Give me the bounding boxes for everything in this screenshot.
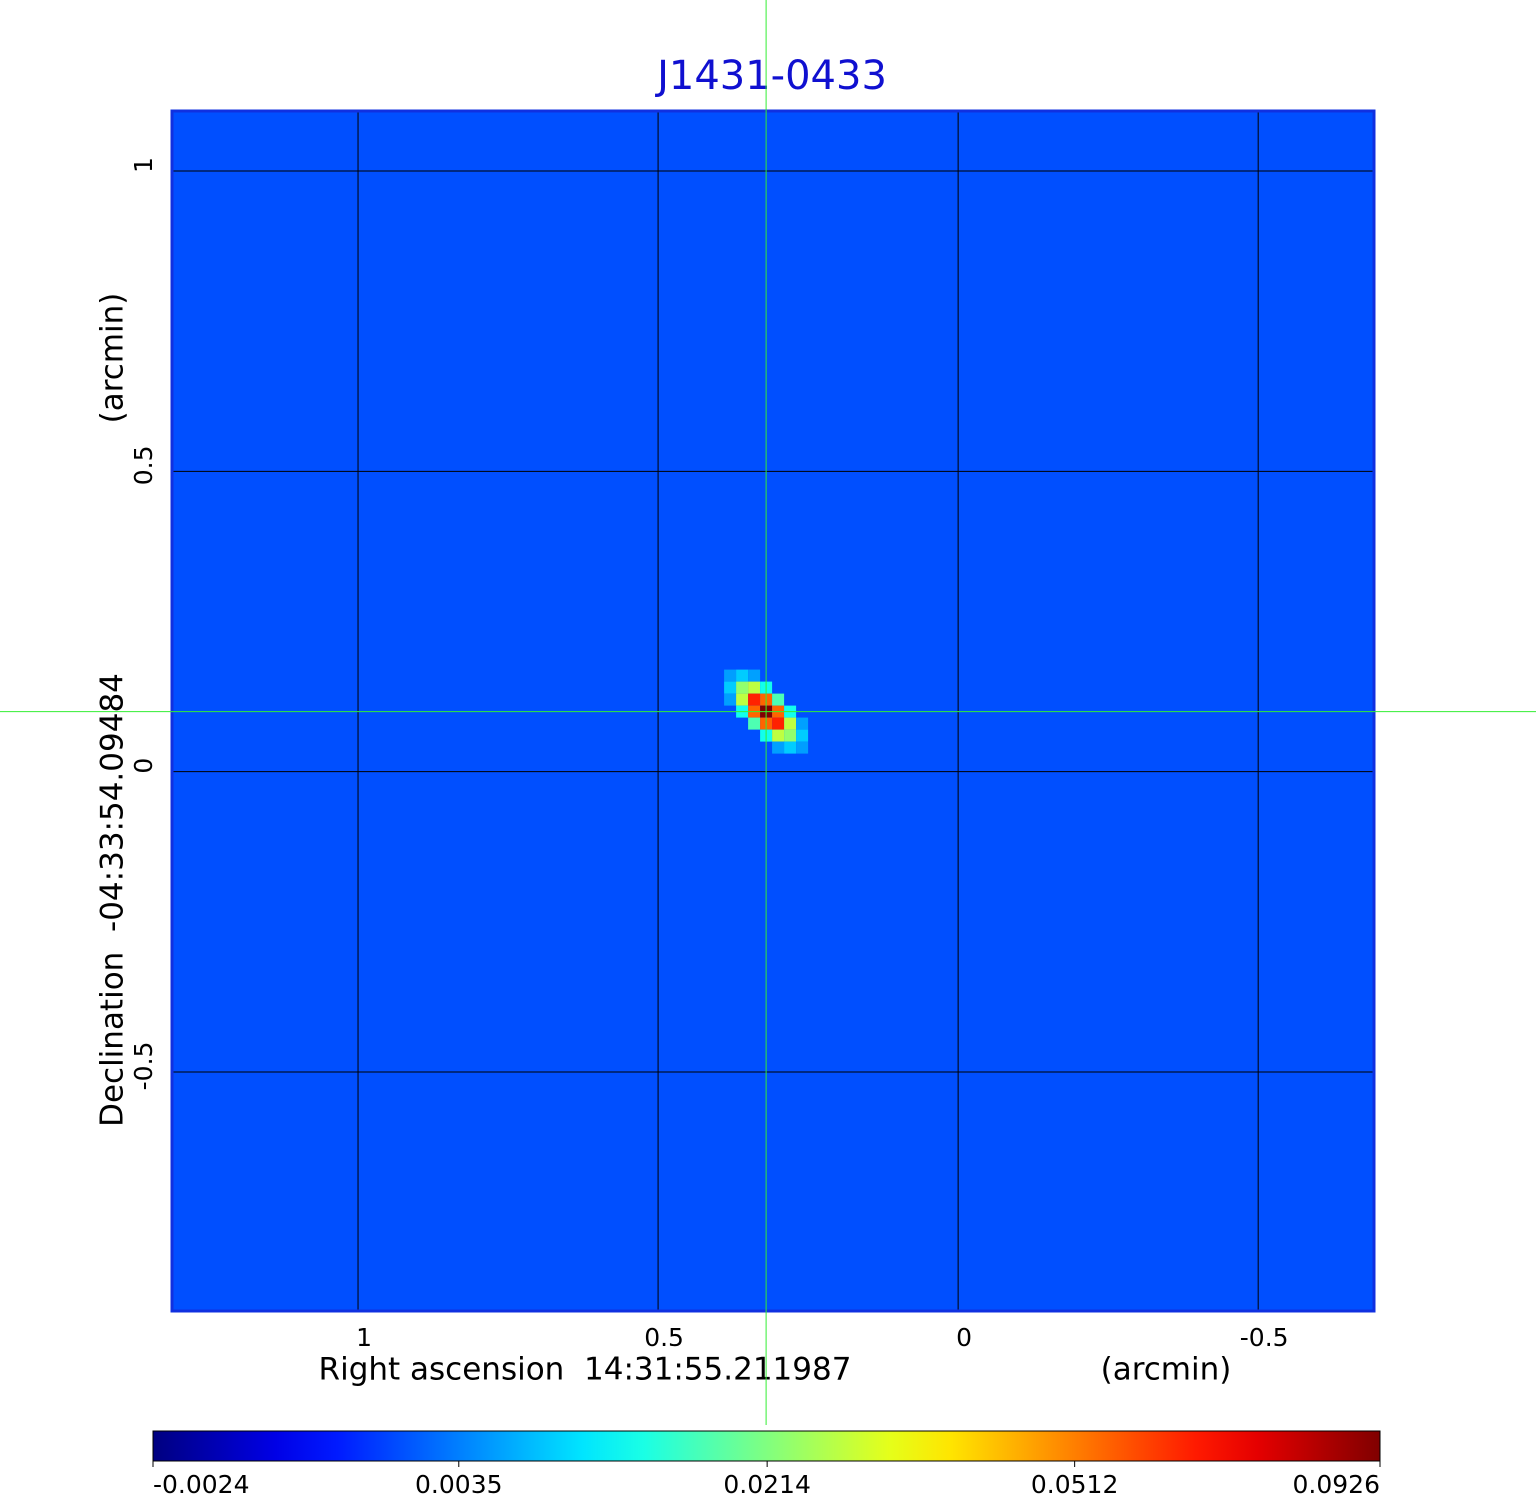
x-axis-label: Right ascension 14:31:55.211987 <box>319 1352 852 1388</box>
source-pixel <box>724 669 737 682</box>
source-pixel <box>796 717 809 730</box>
colorbar-tick-label: 0.0512 <box>1031 1470 1118 1499</box>
x-tick-label: 0 <box>956 1323 972 1352</box>
colorbar <box>152 1430 1381 1462</box>
source-pixel <box>736 669 749 682</box>
y-tick-label: -0.5 <box>129 1042 158 1091</box>
source-pixel <box>772 729 785 742</box>
colorbar-tick-label: 0.0035 <box>415 1470 502 1499</box>
source-pixel <box>784 717 797 730</box>
source-pixel <box>784 741 797 754</box>
x-axis-unit: (arcmin) <box>1101 1352 1232 1388</box>
source-pixel <box>748 681 761 694</box>
colorbar-tick-label: 0.0926 <box>1293 1470 1380 1499</box>
x-tick-label: -0.5 <box>1240 1323 1289 1352</box>
y-tick-label: 0.5 <box>129 445 158 485</box>
source-pixel <box>724 693 737 706</box>
source-pixel <box>748 669 761 682</box>
plot-frame <box>170 109 1376 1313</box>
source-pixel <box>748 693 761 706</box>
y-axis-label: Declination -04:33:54.09484 <box>95 673 131 1127</box>
y-tick-label: 1 <box>129 157 158 173</box>
source-pixel <box>748 717 761 730</box>
x-tick-label: 0.5 <box>644 1323 684 1352</box>
source-pixel <box>784 729 797 742</box>
chart-title: J1431-0433 <box>654 53 887 99</box>
y-axis-unit: (arcmin) <box>95 293 131 424</box>
source-pixel <box>772 741 785 754</box>
image <box>172 111 1374 1311</box>
x-tick-label: 1 <box>356 1323 372 1352</box>
source-pixel <box>736 693 749 706</box>
source-pixel <box>724 681 737 694</box>
source-pixel <box>772 717 785 730</box>
source-pixel <box>796 729 809 742</box>
source-pixel <box>772 693 785 706</box>
source-pixel <box>796 741 809 754</box>
colorbar-tick-label: 0.0214 <box>723 1470 810 1499</box>
y-tick-label: 0 <box>129 758 158 774</box>
colorbar-tick-label: -0.0024 <box>153 1470 250 1499</box>
source-pixel <box>736 681 749 694</box>
